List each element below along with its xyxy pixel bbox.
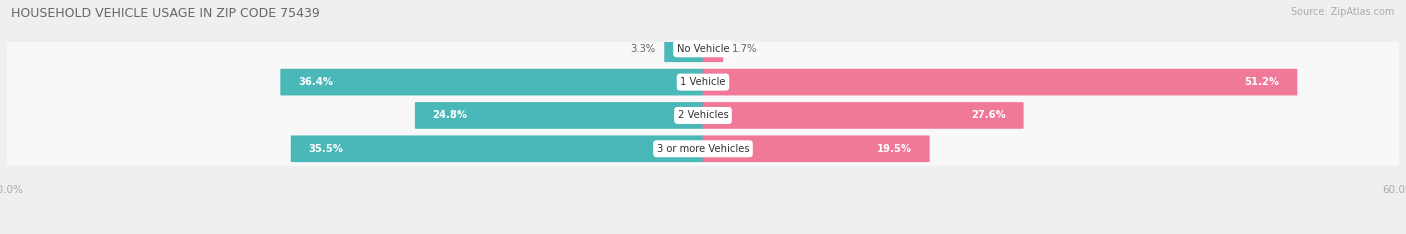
Text: 3.3%: 3.3% xyxy=(630,44,655,54)
Text: 1.7%: 1.7% xyxy=(733,44,758,54)
FancyBboxPatch shape xyxy=(703,69,1298,95)
Text: 19.5%: 19.5% xyxy=(877,144,912,154)
Text: 2 Vehicles: 2 Vehicles xyxy=(678,110,728,121)
Text: 3 or more Vehicles: 3 or more Vehicles xyxy=(657,144,749,154)
Text: 27.6%: 27.6% xyxy=(972,110,1005,121)
FancyBboxPatch shape xyxy=(415,102,703,129)
FancyBboxPatch shape xyxy=(6,32,1400,66)
Text: Source: ZipAtlas.com: Source: ZipAtlas.com xyxy=(1291,7,1395,17)
FancyBboxPatch shape xyxy=(6,132,1400,166)
FancyBboxPatch shape xyxy=(6,98,1400,132)
Text: HOUSEHOLD VEHICLE USAGE IN ZIP CODE 75439: HOUSEHOLD VEHICLE USAGE IN ZIP CODE 7543… xyxy=(11,7,321,20)
FancyBboxPatch shape xyxy=(280,69,703,95)
Text: 35.5%: 35.5% xyxy=(308,144,343,154)
FancyBboxPatch shape xyxy=(703,135,929,162)
FancyBboxPatch shape xyxy=(291,135,703,162)
FancyBboxPatch shape xyxy=(6,65,1400,99)
FancyBboxPatch shape xyxy=(703,36,723,62)
Text: 51.2%: 51.2% xyxy=(1244,77,1279,87)
Text: 24.8%: 24.8% xyxy=(433,110,468,121)
FancyBboxPatch shape xyxy=(664,36,703,62)
Text: 36.4%: 36.4% xyxy=(298,77,333,87)
FancyBboxPatch shape xyxy=(703,102,1024,129)
Text: 1 Vehicle: 1 Vehicle xyxy=(681,77,725,87)
Text: No Vehicle: No Vehicle xyxy=(676,44,730,54)
